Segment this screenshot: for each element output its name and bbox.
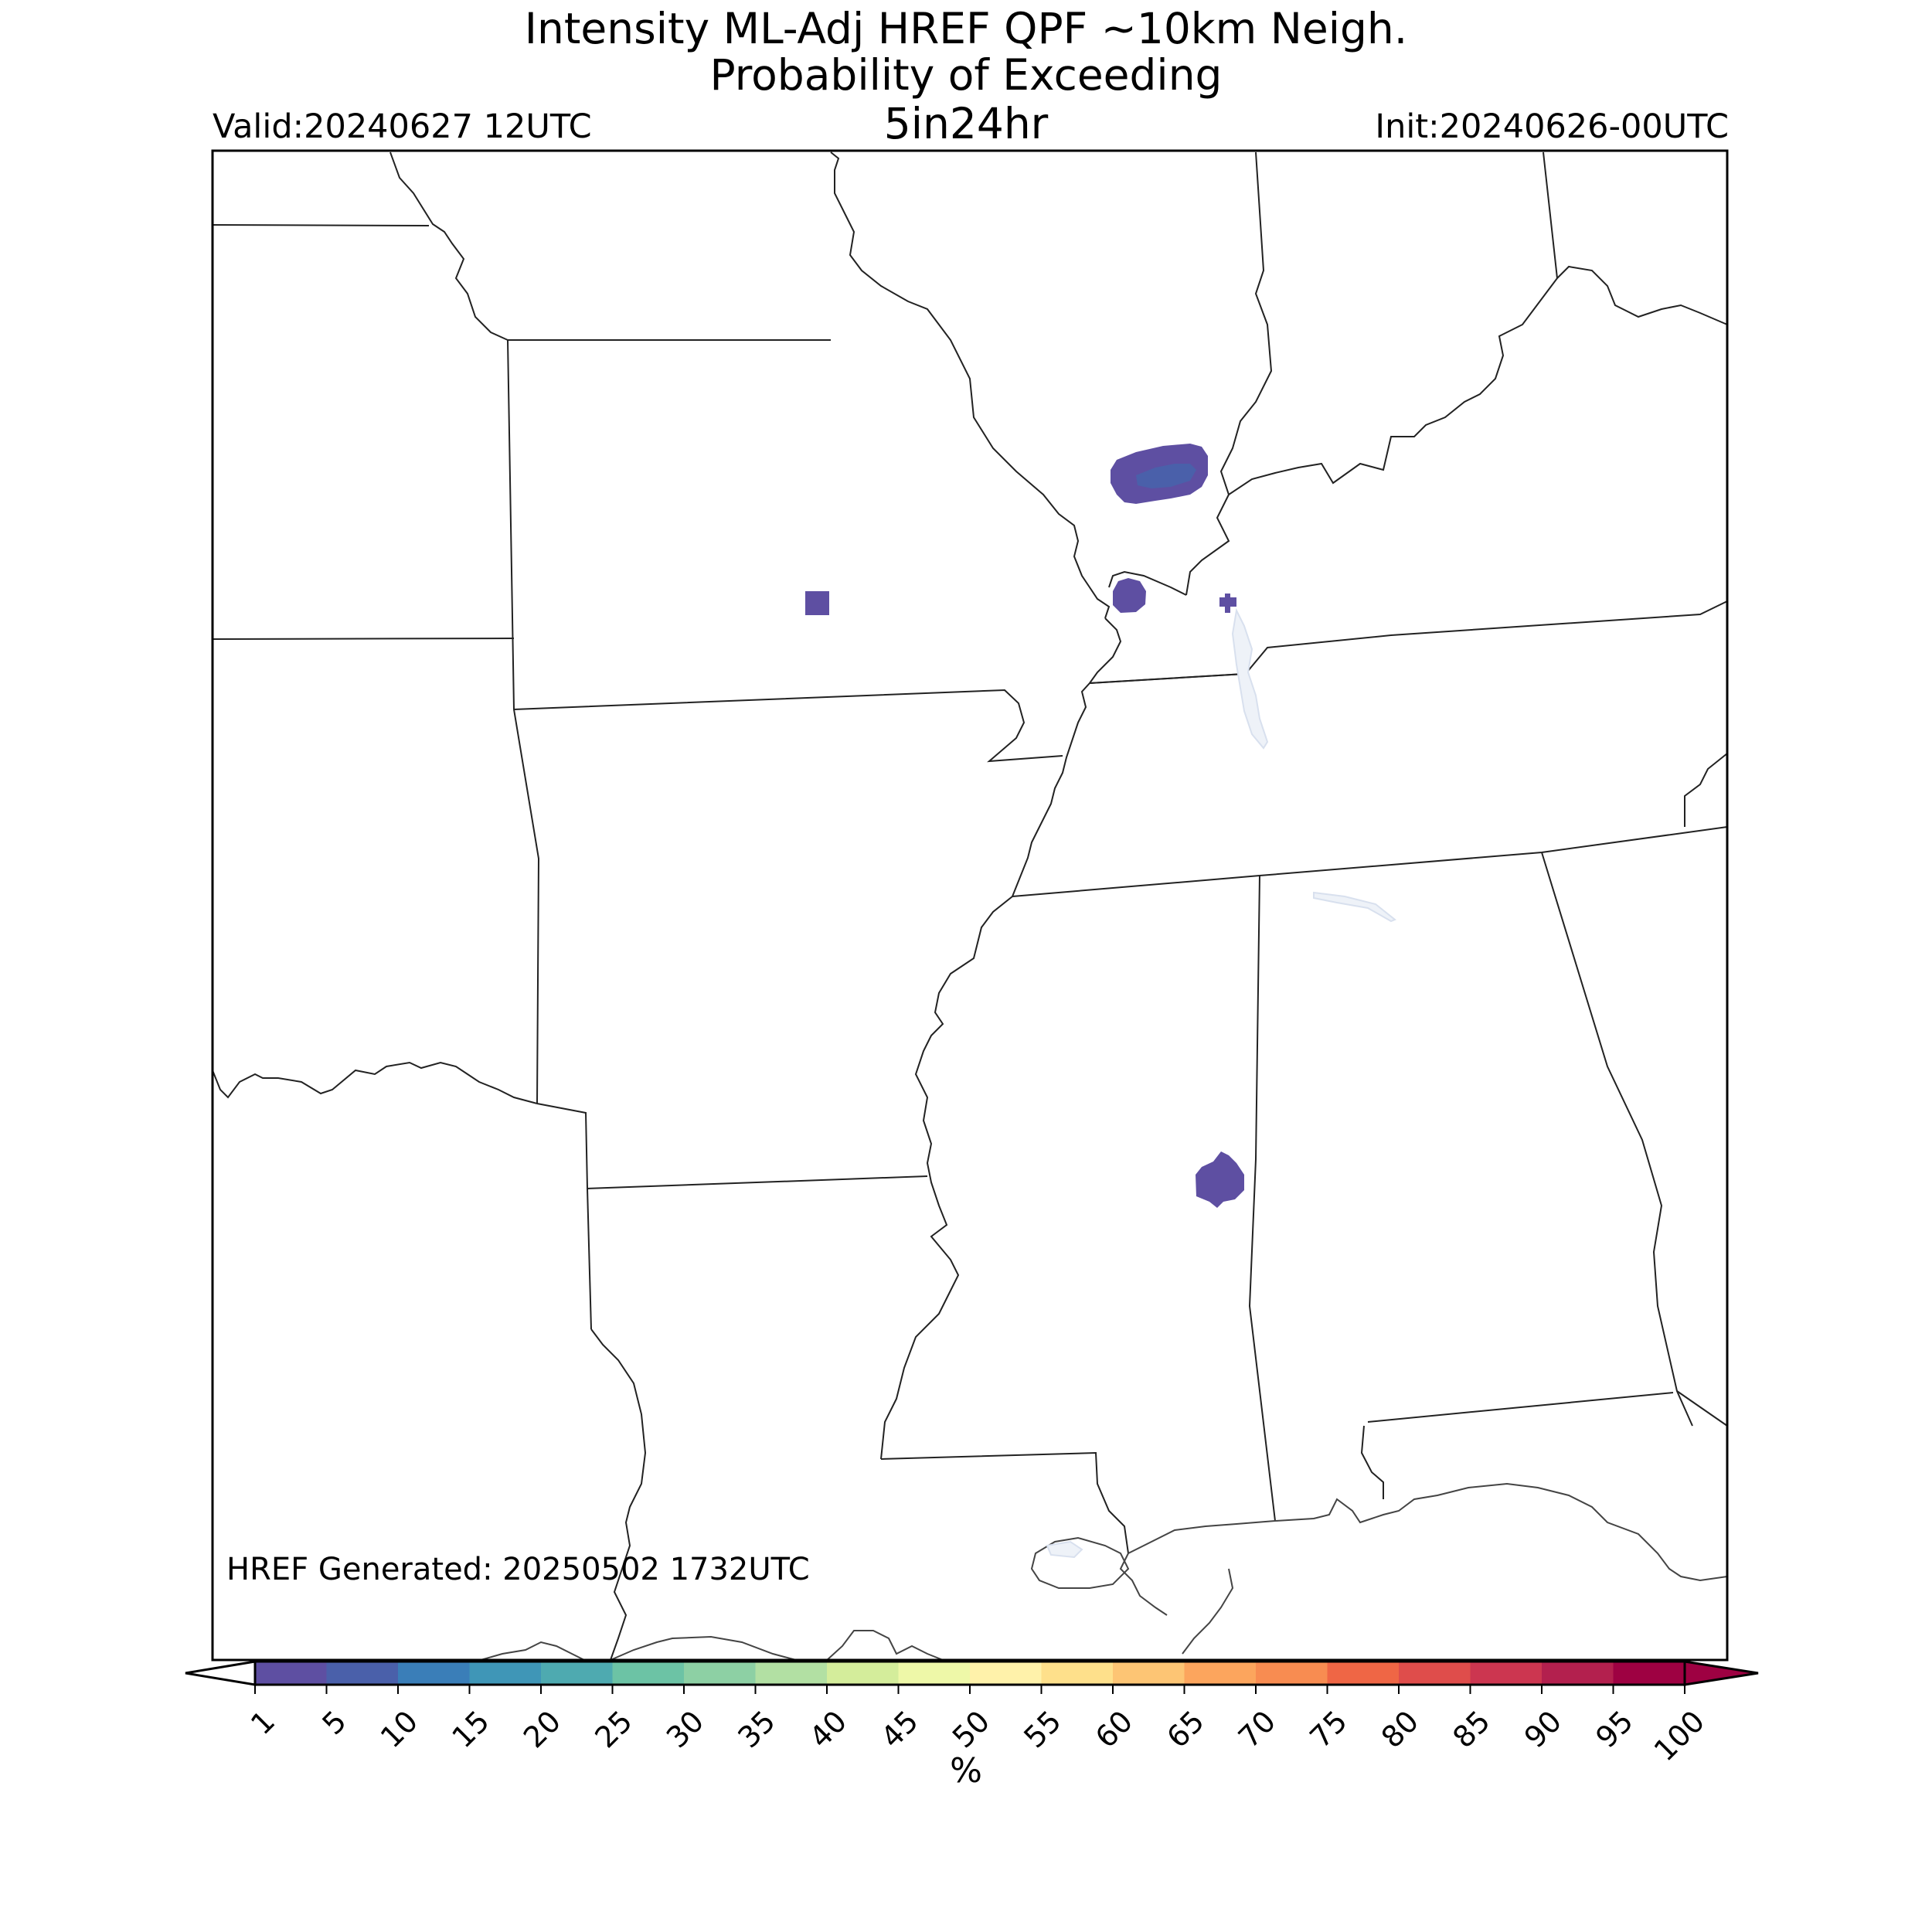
- colorbar-tick-label: 55: [1017, 1704, 1067, 1754]
- colorbar-bin: [898, 1662, 971, 1685]
- colorbar-bin: [255, 1662, 327, 1685]
- small-east: [1219, 594, 1236, 613]
- colorbar-bin: [1184, 1662, 1257, 1685]
- title-line-2: Probability of Exceeding: [709, 50, 1223, 100]
- colorbar-tick-label: 25: [588, 1704, 638, 1754]
- colorbar-tick-label: 65: [1160, 1704, 1210, 1754]
- colorbar-tick-label: 80: [1375, 1704, 1425, 1754]
- southern-cluster: [1196, 1151, 1244, 1208]
- colorbar-bin: [1256, 1662, 1328, 1685]
- colorbar-tick-label: 95: [1589, 1704, 1639, 1754]
- colorbar-bin: [827, 1662, 899, 1685]
- colorbar-tick-label: 1: [244, 1704, 281, 1741]
- colorbar-tick-label: 20: [517, 1704, 567, 1754]
- colorbar-bin: [970, 1662, 1042, 1685]
- colorbar-bin: [1542, 1662, 1614, 1685]
- colorbar-tick-label: 15: [445, 1704, 495, 1754]
- cluster-core: [1136, 464, 1196, 488]
- title-line-1: Intensity ML-Adj HREF QPF ~10km Neigh.: [524, 4, 1408, 53]
- colorbar-bin: [1327, 1662, 1400, 1685]
- colorbar-bin: [1470, 1662, 1543, 1685]
- colorbar-tick-label: 50: [946, 1704, 996, 1754]
- colorbar-bin: [1399, 1662, 1471, 1685]
- colorbar-bin: [684, 1662, 756, 1685]
- colorbar-under-triangle: [185, 1660, 257, 1686]
- init-time-label: Init:20240626-00UTC: [1375, 107, 1729, 146]
- colorbar-tick-label: 70: [1232, 1704, 1282, 1754]
- lakes: [1046, 607, 1396, 1559]
- colorbar-tick-label: 45: [874, 1704, 924, 1754]
- colorbar-bin: [1041, 1662, 1114, 1685]
- valid-time-label: Valid:20240627 12UTC: [213, 107, 592, 146]
- colorbar-bin: [612, 1662, 685, 1685]
- colorbar-tick-label: 90: [1518, 1704, 1568, 1754]
- colorbar-tick-label: 35: [731, 1704, 781, 1754]
- probability-areas: [805, 444, 1244, 1208]
- colorbar-bin: [541, 1662, 613, 1685]
- colorbar-bin: [1613, 1662, 1685, 1685]
- colorbar-bin: [398, 1662, 470, 1685]
- colorbar-tick-label: 30: [660, 1704, 710, 1754]
- colorbar-tick-label: 75: [1303, 1704, 1353, 1754]
- river-cluster: [1113, 578, 1146, 613]
- map-frame: [211, 149, 1729, 1662]
- colorbar-tick-label: 85: [1446, 1704, 1496, 1754]
- colorbar-bin: [1113, 1662, 1185, 1685]
- isolated-west: [805, 591, 829, 615]
- colorbar-tick-label: 10: [374, 1704, 424, 1754]
- generated-label: HREF Generated: 20250502 1732UTC: [226, 1552, 810, 1587]
- colorbar-bin: [755, 1662, 828, 1685]
- colorbar-unit-label: %: [950, 1751, 982, 1791]
- colorbar-bin: [469, 1662, 542, 1685]
- colorbar-over-triangle: [1683, 1660, 1759, 1686]
- colorbar-tick-label: 5: [315, 1704, 352, 1741]
- colorbar-tick-label: 60: [1089, 1704, 1139, 1754]
- colorbar-tick-label: 40: [803, 1704, 853, 1754]
- colorbar-bin: [326, 1662, 399, 1685]
- title-line-3: 5in24hr: [883, 99, 1049, 148]
